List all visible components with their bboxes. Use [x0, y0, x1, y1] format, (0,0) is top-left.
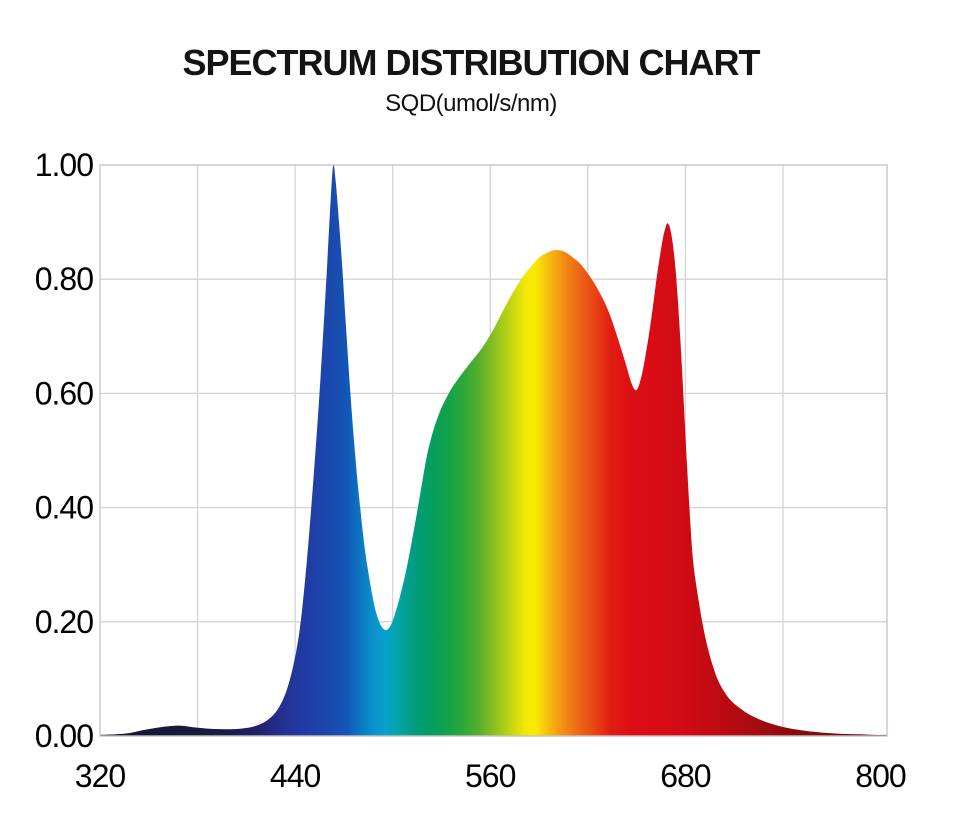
x-tick-label: 680 — [660, 758, 711, 794]
x-tick-label: 800 — [855, 758, 906, 794]
chart-subtitle: SQD(umol/s/nm) — [385, 90, 557, 117]
y-tick-label: 0.40 — [35, 490, 93, 526]
y-tick-label: 0.20 — [35, 604, 93, 640]
spectrum-area — [100, 164, 887, 736]
plot-border — [99, 164, 888, 737]
x-tick-label: 560 — [465, 758, 516, 794]
y-axis-labels: 0.00 0.20 0.40 0.60 0.80 1.00 — [35, 147, 94, 754]
x-axis-labels: 320 440 560 680 800 — [75, 758, 907, 794]
y-tick-label: 0.00 — [35, 718, 93, 754]
y-tick-label: 1.00 — [35, 147, 93, 183]
y-tick-label: 0.60 — [35, 375, 93, 411]
x-tick-label: 440 — [270, 758, 321, 794]
x-tick-label: 320 — [75, 758, 126, 794]
chart-title: SPECTRUM DISTRIBUTION CHART — [182, 42, 761, 83]
y-tick-label: 0.80 — [35, 261, 93, 297]
